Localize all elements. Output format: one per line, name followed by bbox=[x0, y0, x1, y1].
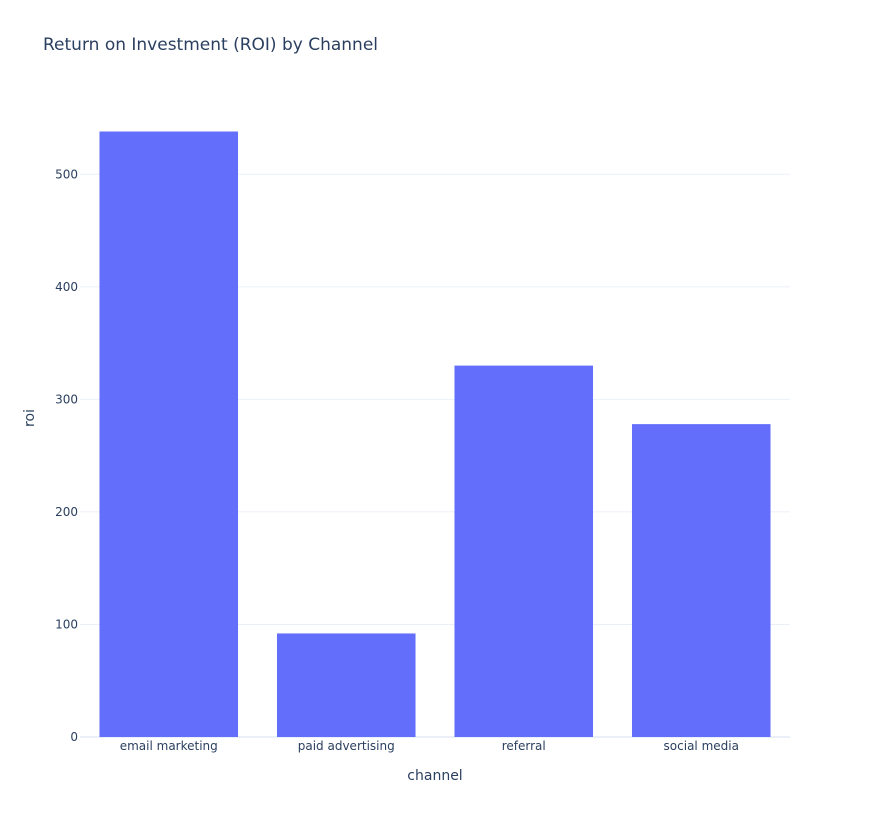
bar-paid-advertising[interactable] bbox=[276, 633, 416, 737]
bar-email-marketing[interactable] bbox=[99, 131, 239, 737]
y-tick-label: 0 bbox=[70, 730, 78, 744]
y-tick-label: 100 bbox=[55, 617, 78, 631]
y-tick-label: 500 bbox=[55, 167, 78, 181]
x-tick-label: referral bbox=[502, 739, 546, 753]
bars bbox=[99, 131, 771, 737]
bar-referral[interactable] bbox=[454, 365, 594, 737]
y-tick-label: 200 bbox=[55, 505, 78, 519]
x-axis-title: channel bbox=[407, 768, 462, 784]
x-tick-label: email marketing bbox=[120, 739, 218, 753]
y-tick-label: 300 bbox=[55, 392, 78, 406]
x-tick-label: paid advertising bbox=[298, 739, 395, 753]
x-tick-label: social media bbox=[664, 739, 739, 753]
x-axis-ticks: email marketing paid advertising referral s… bbox=[120, 739, 739, 753]
y-axis-title: roi bbox=[22, 409, 38, 427]
y-axis-ticks: 0 100 200 300 400 500 bbox=[55, 167, 78, 744]
bar-social-media[interactable] bbox=[631, 424, 771, 737]
y-tick-label: 400 bbox=[55, 280, 78, 294]
chart-title: Return on Investment (ROI) by Channel bbox=[43, 35, 378, 55]
